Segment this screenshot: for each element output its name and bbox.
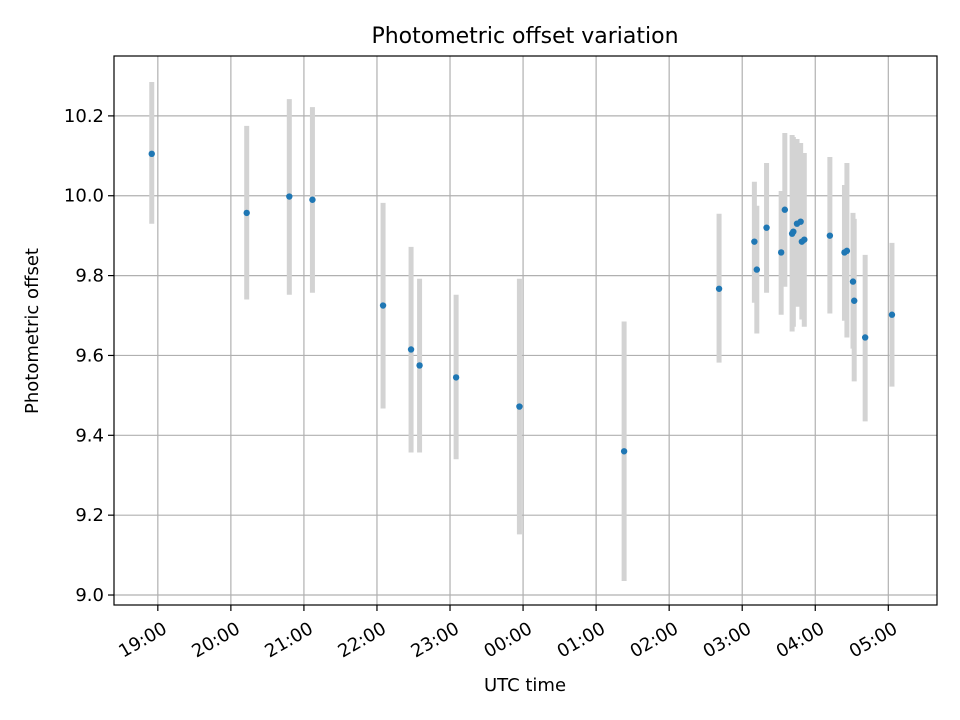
x-tick-label: 03:00: [700, 618, 755, 662]
y-axis-label: Photometric offset: [22, 248, 43, 414]
plot-frame: [113, 55, 938, 606]
data-point: [286, 193, 293, 200]
x-tick-label: 21:00: [261, 618, 316, 662]
x-tick-label: 00:00: [481, 618, 536, 662]
data-point: [826, 232, 834, 239]
y-tick-label: 10.2: [64, 106, 104, 127]
grid: [114, 56, 937, 605]
data-point: [763, 224, 770, 231]
x-axis-label: UTC time: [484, 675, 566, 696]
y-tick-label: 9.4: [75, 425, 104, 446]
data-point: [849, 278, 857, 285]
data-point: [751, 238, 758, 245]
y-tick-label: 9.0: [75, 585, 104, 606]
data-point: [452, 374, 460, 381]
data-point: [620, 448, 628, 455]
x-tick-label: 20:00: [188, 618, 243, 662]
x-tick-label: 02:00: [627, 618, 682, 662]
data-point: [407, 346, 415, 353]
data-point: [715, 285, 723, 292]
data-point: [790, 228, 797, 235]
data-point: [843, 247, 851, 255]
y-tick-label: 9.6: [75, 345, 104, 366]
data-point: [516, 403, 523, 410]
data-point: [888, 311, 896, 318]
x-axis-ticks: 19:00 20:00 21:00 22:00 23:00 00:00 01:00 02:00…: [115, 605, 901, 662]
data-point: [851, 297, 858, 304]
chart-title: Photometric offset variation: [371, 24, 678, 49]
x-tick-label: 01:00: [554, 618, 609, 662]
x-tick-label: 05:00: [846, 618, 901, 662]
y-tick-label: 10.0: [64, 186, 104, 207]
data-point: [243, 209, 250, 217]
data-point: [777, 249, 785, 256]
error-bars: [149, 81, 895, 582]
y-tick-label: 9.2: [75, 505, 104, 526]
data-point: [148, 150, 155, 158]
x-tick-label: 23:00: [407, 618, 462, 662]
x-tick-label: 04:00: [773, 618, 828, 662]
x-tick-label: 19:00: [115, 618, 170, 662]
data-point: [753, 266, 761, 273]
x-tick-label: 22:00: [334, 618, 389, 662]
data-point: [309, 196, 316, 203]
data-point: [416, 362, 423, 369]
data-point: [797, 218, 804, 225]
data-point: [379, 302, 387, 309]
data-point: [801, 236, 808, 243]
data-points: [148, 150, 896, 455]
y-axis-ticks: 9.0 9.2 9.4 9.6 9.8 10.0 10.2: [64, 106, 114, 606]
data-point: [861, 334, 869, 341]
data-point: [781, 206, 789, 213]
y-tick-label: 9.8: [75, 266, 104, 287]
